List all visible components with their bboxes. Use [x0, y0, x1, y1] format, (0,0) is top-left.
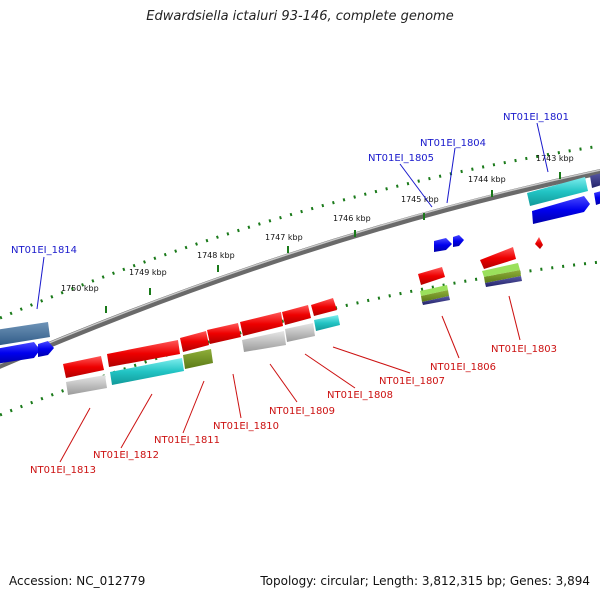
tick-label-1743: 1743 kbp — [536, 154, 574, 163]
gene-feature[interactable] — [422, 296, 450, 305]
reverse-strand-genes — [63, 237, 543, 395]
gene-label-1812[interactable]: NT01EI_1812 — [93, 450, 159, 461]
gene-feature[interactable] — [590, 172, 600, 188]
gene-feature[interactable] — [207, 323, 241, 344]
scale-track-upper — [0, 144, 600, 320]
tick-label-1744: 1744 kbp — [468, 175, 506, 184]
gene-feature[interactable] — [453, 235, 464, 247]
gene-feature[interactable] — [285, 323, 315, 342]
genome-backbone — [0, 169, 600, 369]
gene-feature[interactable] — [434, 238, 452, 252]
gene-feature[interactable] — [63, 356, 104, 378]
tick-label-1748: 1748 kbp — [197, 251, 235, 260]
gene-label-1809[interactable]: NT01EI_1809 — [269, 406, 335, 417]
gene-label-1804[interactable]: NT01EI_1804 — [420, 138, 486, 149]
gene-feature[interactable] — [107, 340, 180, 367]
gene-label-1801[interactable]: NT01EI_1801 — [503, 112, 569, 123]
tick-label-1747: 1747 kbp — [265, 233, 303, 242]
forward-strand-genes — [0, 172, 600, 364]
gene-feature[interactable] — [482, 263, 520, 277]
gene-feature[interactable] — [311, 298, 337, 316]
gene-feature[interactable] — [420, 285, 448, 296]
gene-feature[interactable] — [38, 341, 54, 357]
gene-feature[interactable] — [0, 322, 50, 346]
gene-feature[interactable] — [480, 247, 516, 269]
gene-feature[interactable] — [535, 237, 543, 249]
gene-feature[interactable] — [418, 267, 445, 285]
leader-lines-top — [36, 122, 549, 310]
gene-feature[interactable] — [240, 312, 283, 336]
gene-label-1810[interactable]: NT01EI_1810 — [213, 421, 279, 432]
tick-label-1749: 1749 kbp — [129, 268, 167, 277]
gene-feature[interactable] — [110, 358, 184, 385]
gene-feature[interactable] — [180, 331, 209, 352]
gene-label-1806[interactable]: NT01EI_1806 — [430, 362, 496, 373]
gene-feature[interactable] — [421, 290, 449, 302]
gene-feature[interactable] — [183, 349, 213, 369]
gene-label-1813[interactable]: NT01EI_1813 — [30, 465, 96, 476]
tick-label-1750: 1750 kbp — [61, 284, 99, 293]
gene-label-1811[interactable]: NT01EI_1811 — [154, 435, 220, 446]
genome-backbone-highlight — [0, 169, 600, 365]
gene-label-1805[interactable]: NT01EI_1805 — [368, 153, 434, 164]
gene-feature[interactable] — [485, 276, 522, 287]
gene-feature[interactable] — [532, 196, 590, 224]
gene-label-1807[interactable]: NT01EI_1807 — [379, 376, 445, 387]
tick-label-1746: 1746 kbp — [333, 214, 371, 223]
tick-label-1745: 1745 kbp — [401, 195, 439, 204]
gene-label-1814[interactable]: NT01EI_1814 — [11, 245, 77, 256]
leader-lines-bottom — [59, 295, 521, 463]
gene-feature[interactable] — [242, 331, 286, 352]
gene-feature[interactable] — [314, 315, 340, 331]
gene-label-1803[interactable]: NT01EI_1803 — [491, 344, 557, 355]
gene-feature[interactable] — [0, 342, 40, 364]
accession-text: Accession: NC_012779 — [9, 574, 146, 588]
gene-feature[interactable] — [282, 305, 311, 325]
gene-feature[interactable] — [484, 270, 521, 283]
gene-label-1808[interactable]: NT01EI_1808 — [327, 390, 393, 401]
gene-feature[interactable] — [527, 177, 588, 206]
genome-summary-text: Topology: circular; Length: 3,812,315 bp… — [260, 574, 590, 588]
gene-feature[interactable] — [66, 375, 107, 395]
map-title: Edwardsiella ictaluri 93-146, complete g… — [146, 9, 454, 24]
gene-feature[interactable] — [594, 190, 600, 205]
